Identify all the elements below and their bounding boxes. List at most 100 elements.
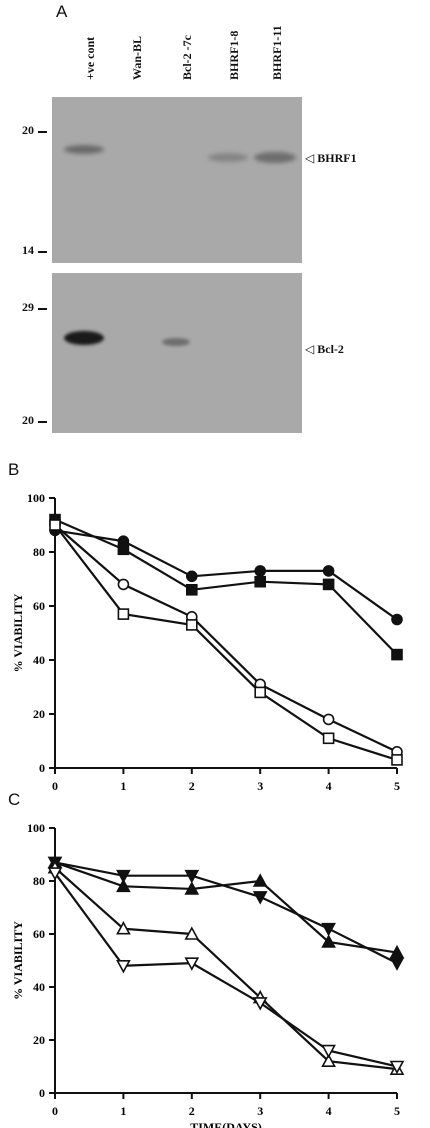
x-tick-label: 4	[326, 1104, 332, 1118]
x-tick-label: 3	[257, 1104, 263, 1118]
data-point	[389, 957, 405, 971]
mw-marker: 20	[22, 413, 34, 427]
data-point	[184, 957, 200, 971]
x-tick-label: 3	[257, 779, 263, 793]
data-point	[116, 921, 131, 935]
series	[49, 519, 403, 766]
data-point	[184, 926, 200, 940]
x-tick-label: 0	[52, 779, 58, 793]
x-tick-label: 5	[394, 1104, 400, 1118]
data-point	[117, 543, 130, 556]
data-point	[184, 869, 200, 884]
series	[47, 867, 405, 1075]
data-point	[116, 959, 131, 974]
open-triangle-pointer-icon: ◁	[305, 151, 315, 165]
x-tick-label: 2	[189, 1104, 195, 1118]
data-point	[252, 997, 268, 1011]
y-tick-label: 0	[39, 1086, 45, 1100]
data-point	[184, 881, 200, 895]
data-point	[321, 1053, 336, 1067]
series-line	[54, 872, 398, 1068]
band-label-bhrf1: ◁ BHRF1	[305, 151, 357, 165]
x-tick-label: 2	[189, 779, 195, 793]
x-tick-label: 1	[120, 779, 126, 793]
band	[254, 152, 296, 163]
series-line	[54, 524, 398, 761]
y-tick-label: 20	[33, 1033, 45, 1047]
x-tick-label: 4	[326, 779, 332, 793]
data-point	[321, 1044, 336, 1059]
data-point	[391, 648, 403, 661]
series-line	[54, 866, 398, 1071]
x-tick-label: 1	[120, 1104, 126, 1118]
mw-marker: 29	[22, 300, 34, 314]
data-point	[49, 519, 61, 531]
x-axis-label: TIME(DAYS)	[190, 1120, 262, 1128]
y-tick-label: 60	[33, 927, 45, 941]
panel-label-c: C	[8, 790, 21, 809]
y-tick-label: 0	[39, 761, 45, 775]
mw-marker: 20	[22, 123, 34, 137]
data-point	[254, 686, 266, 699]
band	[64, 145, 104, 154]
data-point	[322, 565, 335, 577]
panel-label-a: A	[56, 2, 68, 21]
data-point	[186, 583, 198, 596]
data-point	[389, 1060, 405, 1075]
data-point	[321, 922, 336, 937]
data-point	[252, 873, 268, 887]
x-tick-label: 0	[52, 1104, 58, 1118]
series	[47, 860, 405, 1075]
series	[49, 519, 403, 758]
data-point	[117, 578, 130, 591]
series-line	[54, 861, 398, 954]
series	[47, 854, 405, 959]
open-triangle-pointer-icon: ◁	[305, 342, 315, 356]
band	[162, 338, 190, 346]
y-tick-label: 80	[33, 545, 45, 559]
y-tick-label: 100	[27, 491, 45, 505]
western-blot-bcl2	[52, 273, 302, 433]
data-point	[389, 944, 405, 959]
mw-tick	[38, 251, 47, 253]
series-line	[54, 529, 398, 621]
y-tick-label: 40	[33, 653, 45, 667]
data-point	[117, 608, 130, 620]
band	[64, 331, 104, 345]
panel-label-b: B	[8, 460, 20, 479]
data-point	[391, 754, 403, 766]
y-tick-label: 80	[33, 874, 45, 888]
series	[47, 856, 405, 971]
data-point	[252, 891, 268, 905]
western-blot-bhrf1	[52, 97, 302, 263]
data-point	[321, 934, 336, 948]
data-point	[186, 619, 198, 631]
series-line	[54, 518, 398, 656]
data-point	[47, 867, 63, 881]
series-line	[54, 524, 398, 753]
x-tick-label: 5	[394, 779, 400, 793]
data-point	[322, 578, 335, 591]
data-point	[322, 713, 335, 726]
data-point	[116, 869, 131, 884]
y-tick-label: 100	[27, 821, 45, 835]
data-point	[254, 575, 266, 588]
y-tick-label: 20	[33, 707, 45, 721]
mw-marker: 14	[22, 243, 34, 257]
band-label-bcl2: ◁ Bcl-2	[305, 342, 344, 356]
mw-tick	[38, 131, 47, 133]
series-line	[54, 861, 398, 965]
data-point	[186, 570, 198, 583]
y-tick-label: 40	[33, 980, 45, 994]
band	[208, 153, 248, 162]
data-point	[116, 878, 131, 893]
data-point	[322, 732, 335, 745]
y-axis-label: % VIABILITY	[11, 593, 25, 672]
data-point	[391, 613, 403, 626]
mw-tick	[38, 421, 47, 423]
mw-tick	[38, 308, 47, 310]
y-axis-label: % VIABILITY	[11, 921, 25, 1000]
y-tick-label: 60	[33, 599, 45, 613]
